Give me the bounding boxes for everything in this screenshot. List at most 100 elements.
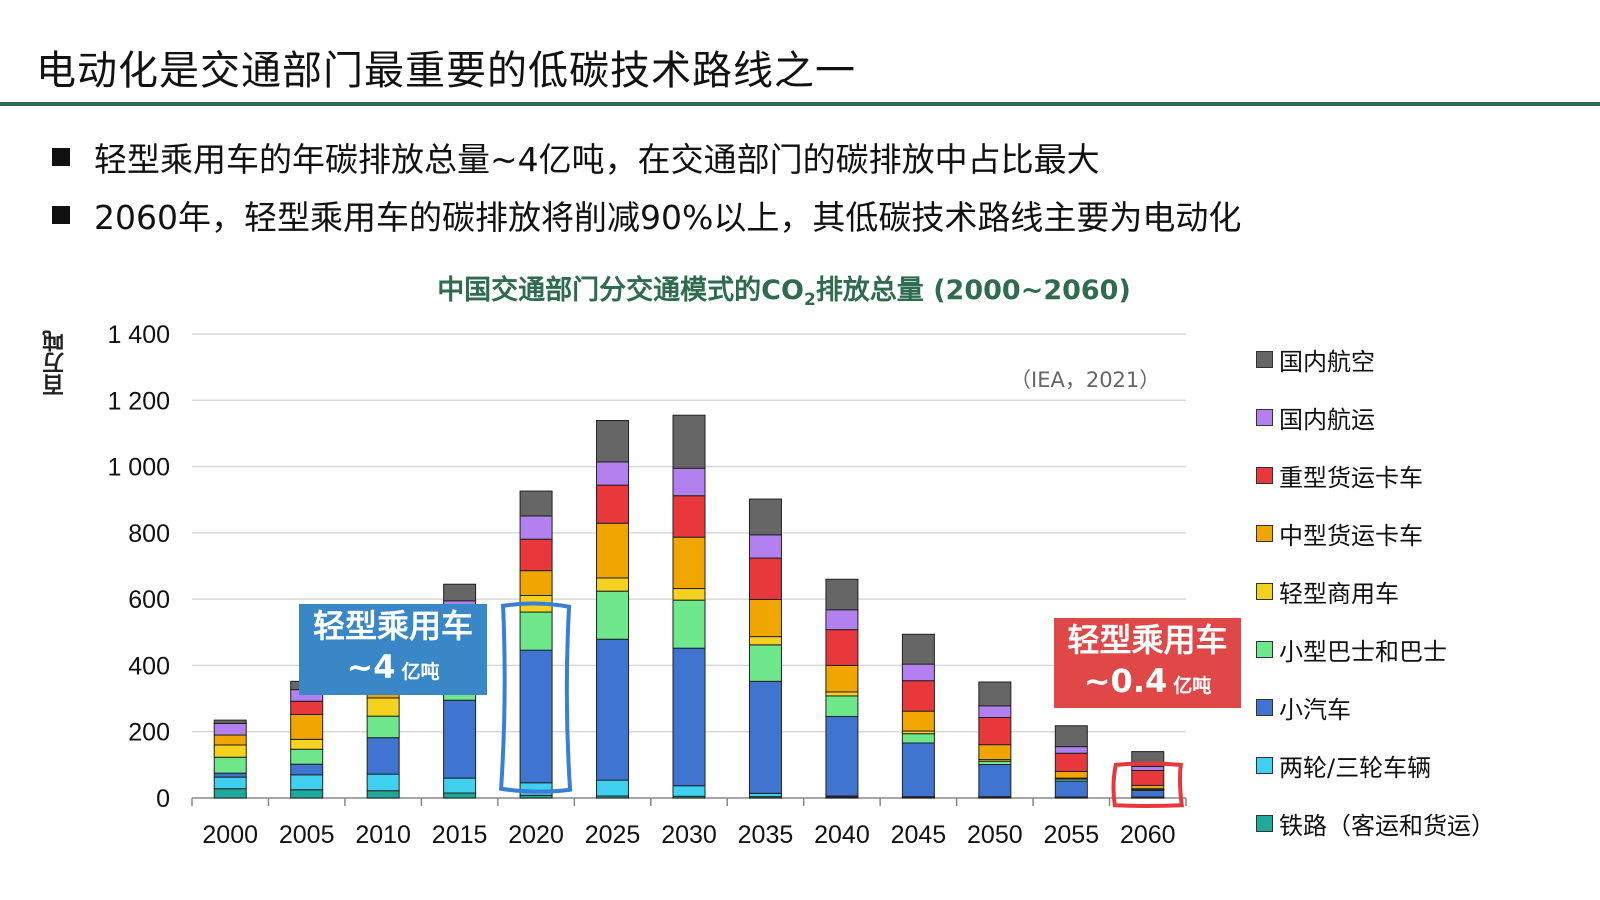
bar-segment — [748, 557, 782, 600]
bullet-text: 2060年，轻型乘用车的碳排放将削减90%以上，其低碳技术路线主要为电动化 — [94, 198, 1242, 237]
callout-name: 轻型乘用车 — [1067, 621, 1228, 659]
y-tick-label: 1 200 — [107, 387, 170, 415]
bar-segment — [1054, 752, 1088, 772]
bullet-list: 轻型乘用车的年碳排放总量~4亿吨，在交通部门的碳排放中占比最大 2060年，轻型… — [52, 128, 1241, 244]
source-note: （IEA，2021） — [1010, 368, 1161, 392]
callout-light-passenger-2020: 轻型乘用车 ~4 亿吨 — [299, 604, 487, 695]
legend-swatch — [1256, 756, 1273, 774]
bar-segment — [290, 789, 324, 799]
legend-swatch — [1256, 582, 1273, 600]
legend-label: 国内航运 — [1279, 405, 1375, 434]
bar-segment — [213, 756, 247, 774]
y-tick-label: 1 400 — [107, 321, 170, 349]
slide-title: 电动化是交通部门最重要的低碳技术路线之一 — [36, 48, 856, 94]
bar-segment — [1054, 780, 1088, 798]
bar-segment — [596, 638, 630, 781]
bar-segment — [596, 420, 630, 463]
bullet-item: 2060年，轻型乘用车的碳排放将削减90%以上，其低碳技术路线主要为电动化 — [52, 186, 1241, 244]
x-tick-label: 2015 — [432, 821, 488, 849]
legend-swatch — [1256, 408, 1273, 426]
legend-label: 中型货运卡车 — [1279, 521, 1423, 550]
bar-segment — [825, 715, 859, 797]
bar-segment — [443, 777, 477, 794]
bar-segment — [290, 774, 324, 791]
bar-segment — [213, 719, 247, 724]
y-tick-label: 600 — [128, 586, 170, 614]
x-tick-label: 2035 — [738, 821, 794, 849]
x-tick-label: 2005 — [279, 821, 335, 849]
callout-value: ~4 — [346, 648, 396, 686]
bar-segment — [596, 577, 630, 592]
y-tick-label: 400 — [128, 652, 170, 680]
bar-segment — [748, 598, 782, 638]
legend-label: 重型货运卡车 — [1279, 463, 1423, 492]
bar-segment — [519, 649, 553, 784]
bullet-square-icon — [52, 148, 70, 166]
title-divider — [0, 102, 1600, 106]
legend-label: 小型巴士和巴士 — [1279, 637, 1447, 666]
x-tick-label: 2020 — [508, 821, 564, 849]
x-tick-label: 2055 — [1043, 821, 1099, 849]
bar-segment — [825, 629, 859, 666]
y-tick-label: 800 — [128, 520, 170, 548]
bar-segment — [1131, 789, 1165, 798]
bar-segment — [825, 695, 859, 717]
chart-title: 中国交通部门分交通模式的CO2排放总量 (2000~2060) — [437, 275, 1131, 310]
x-tick-label: 2045 — [891, 821, 947, 849]
callout-value: ~0.4 — [1083, 662, 1168, 700]
legend-item: 国内航运 — [1256, 388, 1495, 446]
bar-segment — [748, 636, 782, 646]
bar-segment — [901, 742, 935, 798]
bar-segment — [213, 788, 247, 799]
bar-segment — [596, 522, 630, 579]
bar-segment — [672, 467, 706, 497]
legend-swatch — [1256, 524, 1273, 542]
bar-segment — [290, 738, 324, 750]
bar-segment — [825, 664, 859, 693]
bar-segment — [672, 495, 706, 538]
callout-name: 轻型乘用车 — [312, 607, 473, 645]
bar-segment — [519, 570, 553, 596]
legend-item: 小型巴士和巴士 — [1256, 620, 1495, 678]
bar-segment — [290, 700, 324, 715]
bar-segment — [978, 681, 1012, 707]
bar-segment — [672, 588, 706, 601]
bar-segment — [213, 722, 247, 736]
bar-segment — [519, 515, 553, 540]
bar-segment — [366, 790, 400, 799]
bar-segment — [672, 599, 706, 649]
bar-segment — [748, 680, 782, 794]
bullet-item: 轻型乘用车的年碳排放总量~4亿吨，在交通部门的碳排放中占比最大 — [52, 128, 1241, 186]
bar-segment — [366, 773, 400, 792]
legend-swatch — [1256, 350, 1273, 368]
bar-segment — [366, 737, 400, 775]
bar-segment — [366, 697, 400, 717]
bar-segment — [978, 716, 1012, 746]
bar-segment — [748, 534, 782, 559]
bar-segment — [1054, 746, 1088, 754]
legend-item: 轻型商用车 — [1256, 562, 1495, 620]
legend-item: 铁路（客运和货运） — [1256, 794, 1495, 852]
bar-segment — [290, 713, 324, 740]
callout-unit: 亿吨 — [401, 661, 440, 683]
bar-segment — [748, 498, 782, 536]
x-tick-label: 2030 — [661, 821, 717, 849]
bar-segment — [1054, 725, 1088, 748]
x-tick-label: 2040 — [814, 821, 870, 849]
bar-segment — [978, 764, 1012, 798]
legend-swatch — [1256, 466, 1273, 484]
legend-item: 两轮/三轮车辆 — [1256, 736, 1495, 794]
bar-segment — [901, 680, 935, 712]
bar-segment — [672, 647, 706, 787]
x-tick-label: 2025 — [585, 821, 641, 849]
callout-light-passenger-2060: 轻型乘用车 ~0.4 亿吨 — [1054, 618, 1241, 708]
bar-segment — [825, 578, 859, 611]
legend-item: 小汽车 — [1256, 678, 1495, 736]
bar-segment — [366, 715, 400, 739]
bar-segment — [519, 611, 553, 651]
bar-segment — [519, 538, 553, 572]
bar-segment — [213, 744, 247, 758]
bar-segment — [1054, 770, 1088, 779]
bar-segment — [825, 609, 859, 631]
bullet-square-icon — [52, 206, 70, 224]
